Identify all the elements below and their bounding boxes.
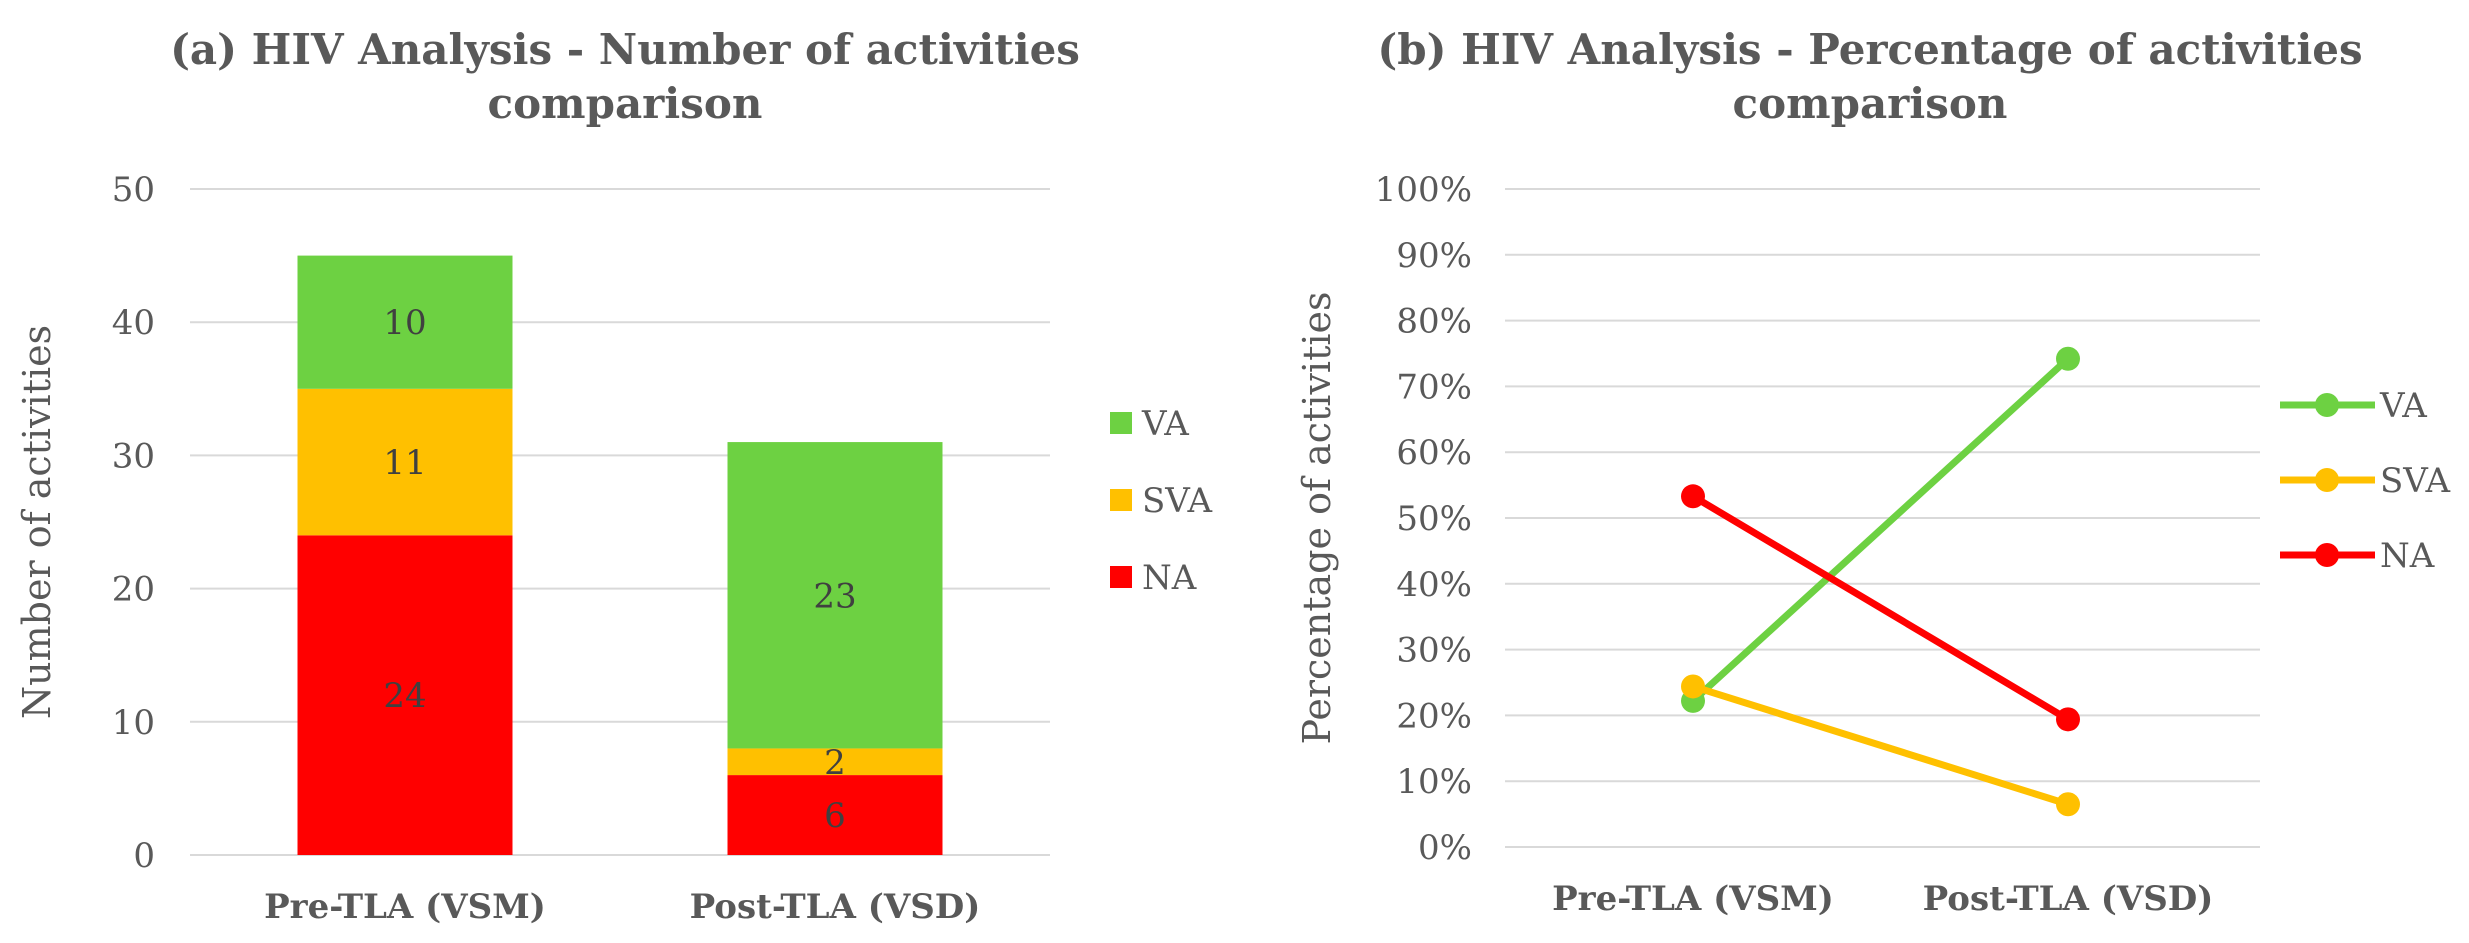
chart-b-title-line-1: (b) HIV Analysis - Percentage of activit…: [1377, 25, 2362, 74]
chart-b-category-label-post-tla-vsd: Post-TLA (VSD): [1923, 879, 2214, 919]
chart-b-line-sva: [1689, 682, 2072, 808]
chart-b-ytick-100: 100%: [1375, 170, 1472, 210]
chart-b-point-va-post-tla-vsd: [2056, 346, 2080, 371]
chart-b-legend-marker-sva: [2315, 468, 2339, 492]
chart-a-data-label-va-pre-tla-vsm: 10: [383, 303, 426, 343]
chart-b-ytick-10: 10%: [1396, 762, 1472, 802]
chart-a-legend-label-va: VA: [1141, 404, 1189, 444]
chart-a-legend-swatch-sva: [1110, 489, 1132, 511]
chart-b-ytick-70: 70%: [1396, 367, 1472, 407]
chart-a-legend-swatch-va: [1110, 412, 1132, 434]
chart-a-ytick-50: 50: [112, 170, 155, 210]
chart-a-data-label-na-post-tla-vsd: 6: [824, 796, 846, 836]
chart-a-bar-va-pre-tla-vsm: [297, 255, 513, 389]
chart-a-number-of-activities: (a) HIV Analysis - Number of activities c…: [15, 25, 1213, 927]
chart-a-category-label-post-tla-vsd: Post-TLA (VSD): [690, 887, 981, 927]
chart-a-legend-swatch-na: [1110, 566, 1132, 588]
chart-b-legend-label-va: VA: [2379, 386, 2427, 426]
chart-b-ytick-40: 40%: [1396, 565, 1472, 605]
chart-b-title-line-2: comparison: [1733, 79, 2008, 128]
chart-b-line-na: [1689, 492, 2072, 723]
chart-b-ytick-80: 80%: [1396, 302, 1472, 342]
chart-a-ytick-20: 20: [112, 570, 155, 610]
chart-a-legend-label-sva: SVA: [1142, 481, 1213, 521]
chart-a-bar-na-pre-tla-vsm: [297, 535, 513, 855]
chart-a-category-label-pre-tla-vsm: Pre-TLA (VSM): [264, 887, 546, 927]
chart-a-data-label-sva-pre-tla-vsm: 11: [383, 443, 426, 483]
chart-b-ytick-50: 50%: [1396, 499, 1472, 539]
chart-b-point-sva-pre-tla-vsm: [1681, 674, 1705, 699]
chart-a-title-line-2: comparison: [488, 79, 763, 128]
chart-a-ytick-30: 30: [112, 436, 155, 476]
chart-a-data-label-na-pre-tla-vsm: 24: [383, 676, 426, 716]
chart-a-bar-na-post-tla-vsd: [727, 775, 943, 855]
chart-b-legend-label-sva: SVA: [2380, 461, 2451, 501]
chart-b-ytick-60: 60%: [1396, 433, 1472, 473]
chart-a-legend-label-na: NA: [1142, 558, 1197, 598]
chart-b-ytick-0: 0%: [1418, 828, 1472, 868]
chart-b-percentage-of-activities: (b) HIV Analysis - Percentage of activit…: [1295, 25, 2451, 919]
chart-a-y-axis-title: Number of activities: [15, 325, 59, 719]
chart-b-ytick-20: 20%: [1396, 696, 1472, 736]
chart-b-ytick-90: 90%: [1396, 236, 1472, 276]
chart-b-line-va: [1689, 355, 2072, 705]
chart-a-bar-sva-pre-tla-vsm: [297, 388, 513, 536]
chart-b-point-na-pre-tla-vsm: [1681, 484, 1705, 509]
chart-b-category-label-pre-tla-vsm: Pre-TLA (VSM): [1552, 879, 1834, 919]
chart-a-ytick-10: 10: [112, 703, 155, 743]
chart-a-title-line-1: (a) HIV Analysis - Number of activities: [170, 25, 1080, 74]
chart-b-point-sva-post-tla-vsd: [2056, 792, 2080, 817]
chart-a-ytick-40: 40: [112, 303, 155, 343]
chart-a-bar-va-post-tla-vsd: [727, 442, 943, 749]
chart-a-data-label-va-post-tla-vsd: 23: [813, 576, 856, 616]
chart-b-legend-label-na: NA: [2380, 536, 2435, 576]
chart-b-point-na-post-tla-vsd: [2056, 707, 2080, 732]
chart-a-data-label-sva-post-tla-vsd: 2: [824, 743, 846, 783]
chart-b-legend-marker-va: [2315, 393, 2339, 417]
chart-a-ytick-0: 0: [133, 836, 155, 876]
chart-b-ytick-30: 30%: [1396, 631, 1472, 671]
chart-b-legend-marker-na: [2315, 543, 2339, 567]
chart-a-bar-sva-post-tla-vsd: [727, 748, 943, 776]
chart-b-y-axis-title: Percentage of activities: [1295, 292, 1339, 745]
